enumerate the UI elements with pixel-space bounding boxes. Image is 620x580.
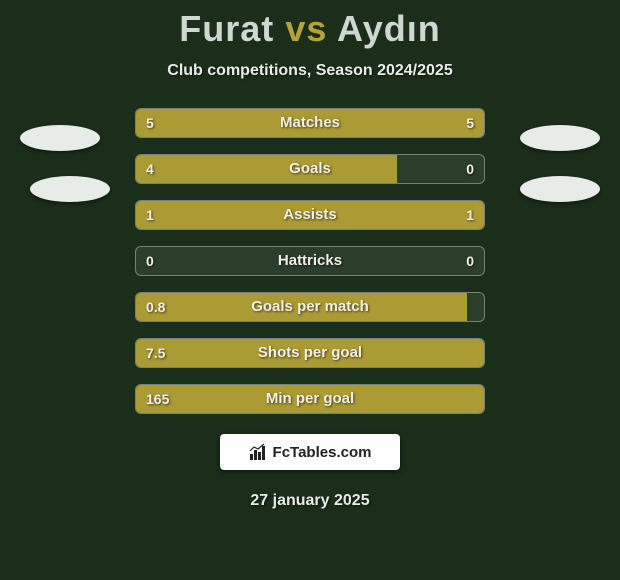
player1-badge-2 <box>30 176 110 202</box>
comparison-title: Furat vs Aydın <box>0 0 620 50</box>
stat-row: 165Min per goal <box>135 384 485 414</box>
date-label: 27 january 2025 <box>0 492 620 510</box>
chart-icon <box>249 443 267 461</box>
vs-label: vs <box>285 8 327 49</box>
stat-label: Assists <box>136 201 484 229</box>
stats-bars: 55Matches 40Goals 11Assists 00Hattricks 0.8G… <box>135 108 485 414</box>
stat-row: 55Matches <box>135 108 485 138</box>
player2-badge-1 <box>520 125 600 151</box>
stat-row: 40Goals <box>135 154 485 184</box>
attribution-box: FcTables.com <box>220 434 400 470</box>
subtitle: Club competitions, Season 2024/2025 <box>0 62 620 80</box>
stat-label: Hattricks <box>136 247 484 275</box>
player2-badge-2 <box>520 176 600 202</box>
attribution-text: FcTables.com <box>273 444 372 461</box>
player2-name: Aydın <box>337 8 441 49</box>
stat-row: 11Assists <box>135 200 485 230</box>
stat-label: Shots per goal <box>136 339 484 367</box>
stat-label: Matches <box>136 109 484 137</box>
stat-label: Goals <box>136 155 484 183</box>
stat-row: 00Hattricks <box>135 246 485 276</box>
stat-label: Goals per match <box>136 293 484 321</box>
player1-name: Furat <box>179 8 274 49</box>
stat-row: 7.5Shots per goal <box>135 338 485 368</box>
stat-label: Min per goal <box>136 385 484 413</box>
stat-row: 0.8Goals per match <box>135 292 485 322</box>
player1-badge-1 <box>20 125 100 151</box>
